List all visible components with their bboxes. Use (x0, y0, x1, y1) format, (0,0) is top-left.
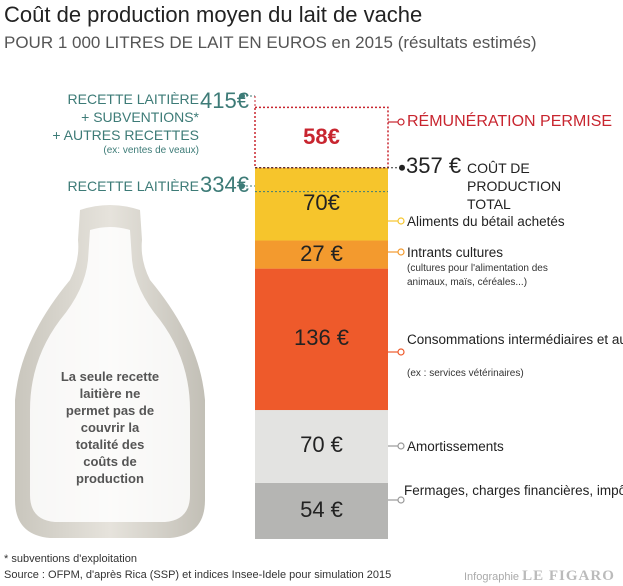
note-intrants: (cultures pour l'alimentation des animau… (407, 263, 548, 288)
chart-title: Coût de production moyen du lait de vach… (4, 2, 423, 27)
total-cost-label: COÛT DE PRODUCTION TOTAL (467, 160, 562, 212)
connector-dot (397, 496, 405, 504)
bar-segment (255, 410, 388, 483)
total-cost-value: 357 € (406, 153, 462, 178)
source: Source : OFPM, d'après Rica (SSP) et ind… (4, 569, 392, 581)
total-cost-dot (399, 164, 405, 171)
connector-dot (397, 442, 405, 450)
segment-value-label: 27 € (300, 240, 343, 266)
reference-dot (239, 183, 245, 189)
credit: Infographie LE FIGARO (464, 568, 615, 585)
milk-revenue-label: RECETTE LAITIÈRE (67, 178, 199, 194)
label-intrants: Intrants cultures (407, 245, 504, 260)
segment-value-label: 54 € (300, 496, 343, 522)
total-revenue-note: (ex: ventes de veaux) (103, 145, 199, 156)
label-fermages: Fermages, charges financières, impôts et… (404, 483, 623, 498)
segment-value-label: 70 € (300, 432, 343, 458)
reference-dot (239, 93, 245, 99)
label-consommations: Consommations intermédiaires et autres a… (407, 332, 623, 347)
segment-value-label: 70€ (303, 190, 340, 216)
connector-dot (397, 118, 405, 126)
note-consommations: (ex : services vétérinaires) (407, 368, 524, 379)
bar-segment (255, 482, 388, 539)
segment-value-label: 136 € (293, 325, 350, 351)
segment-value-label: 58€ (303, 123, 340, 149)
total-revenue-line: + AUTRES RECETTES (52, 127, 199, 143)
connector-dot (397, 248, 405, 256)
footnote: * subventions d'exploitation (4, 553, 137, 565)
brand-logo: LE FIGARO (522, 568, 615, 584)
connector-dot (397, 217, 405, 225)
label-remuneration: RÉMUNÉRATION PERMISE (407, 113, 613, 130)
connector-dot (397, 348, 405, 356)
bottle-text: La seule recette laitière ne permet pas … (60, 369, 160, 486)
credit-prefix: Infographie (464, 571, 520, 583)
label-aliments: Aliments du bétail achetés (407, 214, 565, 229)
total-revenue-line: RECETTE LAITIÈRE (67, 91, 199, 107)
chart-subtitle: POUR 1 000 LITRES DE LAIT EN EUROS en 20… (4, 33, 537, 52)
milk-bottle-icon (15, 205, 205, 538)
total-revenue-value: 415€ (200, 88, 249, 113)
bar-segment (255, 240, 388, 269)
bar-labels: 54 € 70 € 136 € 27 € 70€ 58€ (255, 0, 388, 586)
total-revenue-label: RECETTE LAITIÈRE + SUBVENTIONS* + AUTRES… (52, 90, 199, 158)
total-revenue-line: + SUBVENTIONS* (81, 109, 199, 125)
bar-segment (255, 167, 388, 241)
bar-segment (255, 268, 388, 411)
bar-segment (254, 106, 389, 169)
label-amortissements: Amortissements (407, 439, 504, 454)
